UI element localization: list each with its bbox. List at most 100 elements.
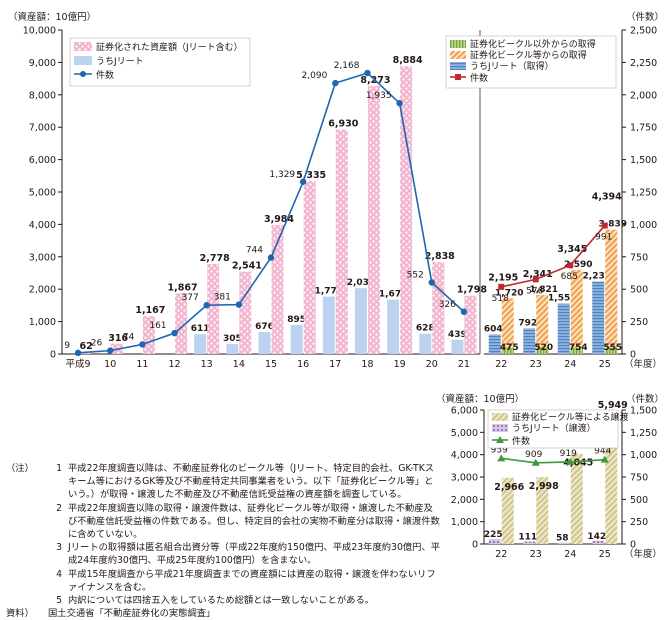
legend-marker-count [80,71,86,77]
y-tick-label: 2,000 [451,495,478,506]
bar-label-jreit: 1,772 [315,287,343,297]
y-tick-label: 0 [630,540,636,551]
y-tick-label: 1,500 [630,406,657,417]
bar-label-vehicle-transfer: 5,949 [598,400,628,411]
y-tick-label: 500 [630,495,648,506]
y-axis-title: （件数） [626,11,664,23]
count-label: 74 [123,332,135,342]
y-tick-label: 8,000 [29,90,56,101]
count-label: 1,935 [366,91,392,101]
y-tick-label: 7,000 [29,123,56,134]
x-tick-label: 23 [530,549,542,560]
bar-vehicle-transfer [536,477,549,544]
legend-label-vehicle-transfer: 証券化ビークル等による譲渡 [512,411,628,423]
point-count-acq [601,222,608,229]
y-tick-label: 1,000 [451,517,478,528]
bar-jreit-acq [557,303,570,354]
point-count [203,301,210,309]
bar-jreit-acq [592,281,605,354]
legend-label-other: 証券化ビークル以外からの取得 [470,38,596,50]
point-count [460,308,468,315]
bar-label-vehicle-acq: 1,720 [495,288,523,298]
legend-swatch-vehicle [450,51,466,59]
y-tick-label: 250 [630,317,648,328]
bar-label-jreit: 676 [255,322,274,332]
y-tick-label: 3,000 [451,473,478,484]
source: 資料） 国土交通省「不動産証券化の実態調査」 [6,607,442,620]
note-number: 4 [56,568,62,580]
bar-jreit [226,344,239,354]
bar-other-acq [501,348,514,354]
bar-jreit [258,332,271,354]
count-label-acq: 576 [526,286,543,296]
y-tick-label: 1,500 [630,155,657,166]
line-count-transfer [501,457,605,464]
y-tick-label: 1,750 [630,123,657,134]
bar-label-asset: 8,884 [393,55,423,66]
bar-jreit [322,296,335,354]
note-2: 2 平成22年度調査以降の取得・譲渡件数は、証券化ビークル等が取得・譲渡した不動… [6,502,442,542]
count-label: 161 [149,321,166,331]
y-tick-label: 2,000 [29,285,56,296]
y-axis-title-right: （件数） [626,393,664,405]
point-count-acq [498,283,505,290]
count-label: 2,168 [334,61,360,71]
x-tick-label: 10 [104,359,116,370]
bar-jreit [387,299,400,354]
x-axis-unit: （年度） [624,548,662,560]
note-number: 1 [56,463,62,474]
legend-label-asset: 証券化された資産額（Jリート含む） [96,41,243,53]
x-tick-label: 15 [265,359,277,370]
x-tick-label: 23 [530,359,542,370]
bar-inner-label: 555 [603,343,622,353]
bar-jreit-transfer [557,542,570,544]
bar-inner-label: 475 [500,343,519,353]
bar-other-acq [570,348,583,354]
bar-label-asset: 1,167 [135,305,165,316]
bar-label-vehicle-acq: 1,821 [530,285,558,295]
bar-inner-label: 754 [569,343,588,353]
source-label: 資料） [6,608,34,620]
x-tick-label: 14 [233,359,245,370]
bar-label-asset: 2,838 [425,251,455,262]
point-count [299,178,307,185]
legend-marker-count-transfer [496,436,504,443]
y-tick-label: 1,000 [630,450,657,461]
note-number: 2 [56,502,62,514]
count-label: 2,090 [302,71,328,81]
x-tick-label: 16 [297,359,309,370]
note-number: 5 [56,595,62,607]
y-tick-label: 500 [630,285,648,296]
count-label-acq: 518 [492,294,509,304]
bar-total-label: 4,394 [592,192,622,203]
x-tick-label: 22 [495,359,507,370]
point-count-acq [567,262,574,269]
note-1: （注） 1 平成22年度調査以降は、不動産証券化のビークル等（Jリート、特定目的… [6,462,442,502]
y-tick-label: 5,000 [29,188,56,199]
notes-label: （注） [6,463,34,474]
legend-swatch-other [450,40,466,48]
bar-jreit [290,325,303,354]
count-label: 26 [91,339,103,349]
note-text: 平成15年度調査から平成21年度調査までの資産額には資産の取得・譲渡を伴わないリ… [68,568,436,593]
point-count [396,100,403,107]
point-count-transfer [531,458,540,466]
y-tick-label: 2,500 [630,26,657,37]
legend-swatch-vehicle-transfer [492,413,508,421]
count-label: 326 [439,300,456,310]
legend-marker-count-acq [455,74,461,80]
bar-vehicle-transfer [501,477,514,544]
count-label-transfer: 944 [594,447,611,457]
y-tick-label: 250 [630,517,648,528]
bar-asset [400,66,413,355]
bar-label-asset: 62 [79,341,92,352]
y-tick-label: 9,000 [29,58,56,69]
x-tick-label: 24 [564,549,576,560]
count-label: 9 [64,341,70,351]
note-text: 平成22年度調査以降の取得・譲渡件数は、証券化ビークル等が取得・譲渡した不動産及… [68,502,440,541]
legend-box [487,409,619,449]
y-axis-title: （資産額：10億円） [436,393,524,405]
count-label-acq: 991 [595,233,612,243]
y-tick-label: 750 [630,473,648,484]
